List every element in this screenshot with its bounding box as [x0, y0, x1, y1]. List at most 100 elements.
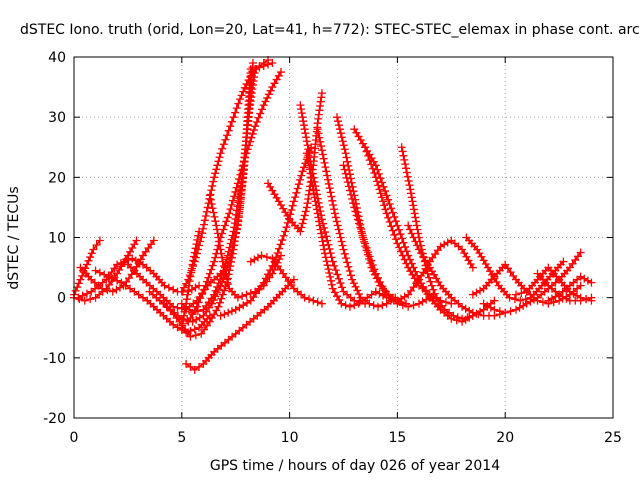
data-marker: [217, 294, 226, 303]
data-marker: [345, 267, 354, 276]
data-point: [233, 179, 242, 188]
data-marker: [263, 93, 272, 102]
data-marker: [209, 208, 218, 217]
data-point: [458, 302, 467, 311]
data-marker: [341, 169, 350, 178]
data-point: [108, 287, 117, 296]
data-marker: [207, 186, 216, 195]
data-marker: [361, 296, 370, 305]
data-marker: [250, 255, 259, 264]
data-point: [289, 197, 298, 206]
data-marker: [474, 310, 483, 319]
data-marker: [220, 221, 229, 230]
data-marker: [409, 205, 418, 214]
data-marker: [551, 292, 560, 301]
data-marker: [374, 169, 383, 178]
data-marker: [413, 225, 422, 234]
data-point: [248, 59, 257, 68]
data-marker: [370, 265, 379, 274]
data-marker: [209, 177, 218, 186]
data-marker: [329, 201, 338, 210]
data-marker: [279, 231, 288, 240]
data-marker: [189, 256, 198, 265]
data-marker: [385, 218, 394, 227]
data-marker: [202, 207, 211, 216]
data-marker: [387, 204, 396, 213]
data-point: [251, 122, 260, 131]
data-marker: [219, 262, 228, 271]
data-marker: [185, 277, 194, 286]
data-marker: [381, 187, 390, 196]
data-point: [259, 278, 268, 287]
data-marker: [317, 229, 326, 238]
data-marker: [422, 295, 431, 304]
data-marker: [232, 183, 241, 192]
data-marker: [234, 198, 243, 207]
data-marker: [247, 133, 256, 142]
data-marker: [325, 184, 334, 193]
data-marker: [208, 181, 217, 190]
data-marker: [344, 262, 353, 271]
data-point: [242, 290, 251, 299]
data-marker: [228, 196, 237, 205]
data-marker: [217, 249, 226, 258]
data-point: [113, 260, 122, 269]
data-marker: [411, 213, 420, 222]
data-marker: [351, 282, 360, 291]
data-marker: [323, 261, 332, 270]
y-tick-label: 40: [48, 50, 66, 66]
data-marker: [95, 268, 104, 277]
data-marker: [253, 253, 262, 262]
data-point: [337, 299, 346, 308]
data-point: [216, 149, 225, 158]
data-marker: [321, 253, 330, 262]
data-marker: [227, 307, 236, 316]
data-marker: [365, 252, 374, 261]
data-marker: [299, 121, 308, 130]
data-marker: [213, 282, 222, 291]
data-point: [490, 305, 499, 314]
data-point: [436, 242, 445, 251]
data-marker: [333, 270, 342, 279]
data-marker: [190, 252, 199, 261]
data-marker: [398, 234, 407, 243]
data-marker: [379, 182, 388, 191]
data-marker: [326, 276, 335, 285]
data-marker: [384, 213, 393, 222]
data-marker: [341, 254, 350, 263]
data-marker: [243, 145, 252, 154]
data-marker: [215, 153, 224, 162]
data-marker: [241, 153, 250, 162]
data-marker: [316, 137, 325, 146]
data-point: [298, 167, 307, 176]
data-marker: [199, 220, 208, 229]
data-marker: [232, 210, 241, 219]
data-marker: [314, 129, 323, 138]
data-marker: [368, 261, 377, 270]
data-point: [511, 290, 520, 299]
data-marker: [220, 286, 229, 295]
data-marker: [273, 248, 282, 257]
data-marker: [515, 303, 524, 312]
data-marker: [204, 273, 213, 282]
data-marker: [355, 290, 364, 299]
data-marker: [319, 154, 328, 163]
data-marker: [178, 319, 187, 328]
data-marker: [278, 236, 287, 245]
data-marker: [259, 59, 268, 68]
data-point: [268, 59, 277, 68]
data-marker: [78, 291, 87, 300]
data-marker: [228, 231, 237, 240]
data-marker: [390, 212, 399, 221]
data-marker: [440, 240, 449, 249]
data-marker: [272, 253, 281, 262]
data-marker: [337, 283, 346, 292]
data-marker: [300, 211, 309, 220]
data-marker: [376, 278, 385, 287]
data-marker: [121, 281, 130, 290]
x-tick-label: 10: [281, 430, 299, 446]
data-point: [333, 113, 342, 122]
data-marker: [407, 189, 416, 198]
data-point: [149, 236, 158, 245]
data-marker: [312, 205, 321, 214]
